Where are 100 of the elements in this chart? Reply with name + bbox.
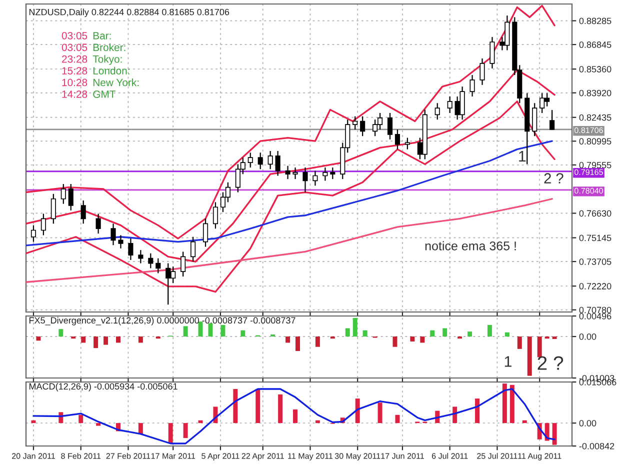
bar (430, 330, 435, 337)
candlestick (40, 213, 46, 236)
y-tick-label: 0.70780 (579, 306, 612, 314)
y-tick-label: 0.85360 (579, 66, 612, 72)
annotation: 03:05 (62, 32, 88, 40)
bar (345, 328, 350, 337)
candlestick (268, 150, 273, 170)
bar (138, 423, 143, 434)
x-tick-label: 25 Jul 2011 (477, 452, 518, 459)
bar (517, 336, 522, 349)
candlestick (330, 166, 336, 180)
annotation: 1 (519, 151, 526, 162)
candlestick (275, 150, 280, 176)
bar (510, 384, 514, 424)
annotation: Broker: (93, 43, 126, 52)
y-tick-label: 0.75145 (579, 234, 612, 242)
chart-title: NZDUSD,Daily 0.82244 0.82884 0.81685 0.81706 (29, 8, 230, 18)
bar (392, 336, 398, 347)
annotation: 1 (504, 356, 512, 367)
candlestick (50, 193, 56, 224)
chart-title: FX5_Divergence_v2.1(12,26,9) 0.0000000 -0.0008737 -0.0008737 (29, 316, 296, 326)
x-tick-label: 30 May 2011 (334, 453, 380, 460)
bar (78, 414, 84, 424)
candlestick (68, 183, 74, 211)
x-tick-label: 22 Apr 2011 (242, 453, 284, 460)
candlestick (202, 218, 208, 248)
y-tick-label: 0.73705 (579, 258, 612, 265)
candlestick (258, 152, 263, 170)
x-tick-label: 27 Feb 2011 (106, 452, 150, 459)
candlestick (212, 202, 218, 230)
candlestick (352, 116, 358, 130)
bar (256, 388, 260, 424)
annotation: 14:28 (62, 90, 88, 98)
annotation: New York: (93, 78, 139, 86)
bar (233, 388, 238, 424)
bar (208, 323, 213, 337)
annotation: London: (93, 66, 130, 74)
bar (293, 409, 298, 424)
y-tick-label: 0.00 (579, 333, 596, 340)
bar (527, 336, 532, 376)
candlestick (118, 234, 124, 249)
bar (198, 420, 203, 424)
x-tick-label: 11 Aug 2011 (518, 453, 562, 460)
bar (420, 336, 425, 343)
bar (395, 414, 400, 424)
candlestick (480, 58, 485, 86)
bar (296, 336, 300, 351)
candlestick (532, 102, 538, 137)
candlestick (302, 166, 308, 193)
annotation: 03:05 (62, 44, 88, 52)
annotation: Tokyo: (92, 55, 122, 65)
x-tick-label: 17 Mar 2011 (151, 453, 196, 459)
bar (378, 402, 382, 424)
y-tick-label: 0.88285 (579, 18, 612, 24)
annotation: 2 ? (544, 173, 564, 184)
x-tick-label: 6 Jul 2011 (432, 452, 468, 459)
y-tick-label: 0.015066 (579, 378, 616, 386)
y-tick-label: 0.79555 (579, 162, 612, 168)
bar (537, 336, 542, 358)
bar (315, 336, 320, 347)
bar (286, 336, 290, 343)
ref-line-label: 0.81706 (574, 127, 603, 134)
y-tick-label: 0.86845 (579, 42, 612, 48)
annotation: 2 ? (538, 356, 564, 370)
bar (104, 336, 108, 345)
candlestick (128, 238, 134, 261)
bar (81, 336, 86, 343)
x-tick-label: 11 May 2011 (288, 453, 333, 460)
candlestick (404, 137, 410, 150)
bar (31, 420, 36, 424)
candlestick (96, 213, 101, 234)
candlestick (138, 250, 144, 264)
line-series (26, 198, 553, 283)
candlestick (490, 36, 495, 69)
ref-line-label: 0.79165 (574, 169, 603, 176)
bar (240, 330, 246, 337)
candlestick (80, 200, 86, 224)
bar (94, 336, 98, 348)
bar (220, 324, 226, 337)
annotation: 15:28 (62, 67, 88, 74)
candlestick (447, 96, 452, 114)
candlestick (312, 170, 318, 186)
bar (36, 336, 41, 341)
bar (468, 332, 472, 337)
chart-title: MACD(12,26,9) -0.005934 -0.005061 (29, 382, 178, 392)
bar (168, 423, 173, 444)
candlestick (394, 128, 400, 150)
bar (442, 328, 448, 337)
candlestick (248, 152, 253, 168)
bar (487, 324, 492, 337)
candlestick (110, 223, 116, 246)
candlestick (360, 116, 366, 137)
y-tick-label: 0.76630 (579, 210, 612, 217)
bar (270, 334, 276, 337)
bar (410, 336, 415, 342)
bar (58, 329, 64, 337)
candlestick (60, 183, 66, 204)
annotation: GMT (93, 90, 116, 98)
bar (362, 330, 368, 337)
y-tick-label: 0.80995 (579, 138, 612, 145)
